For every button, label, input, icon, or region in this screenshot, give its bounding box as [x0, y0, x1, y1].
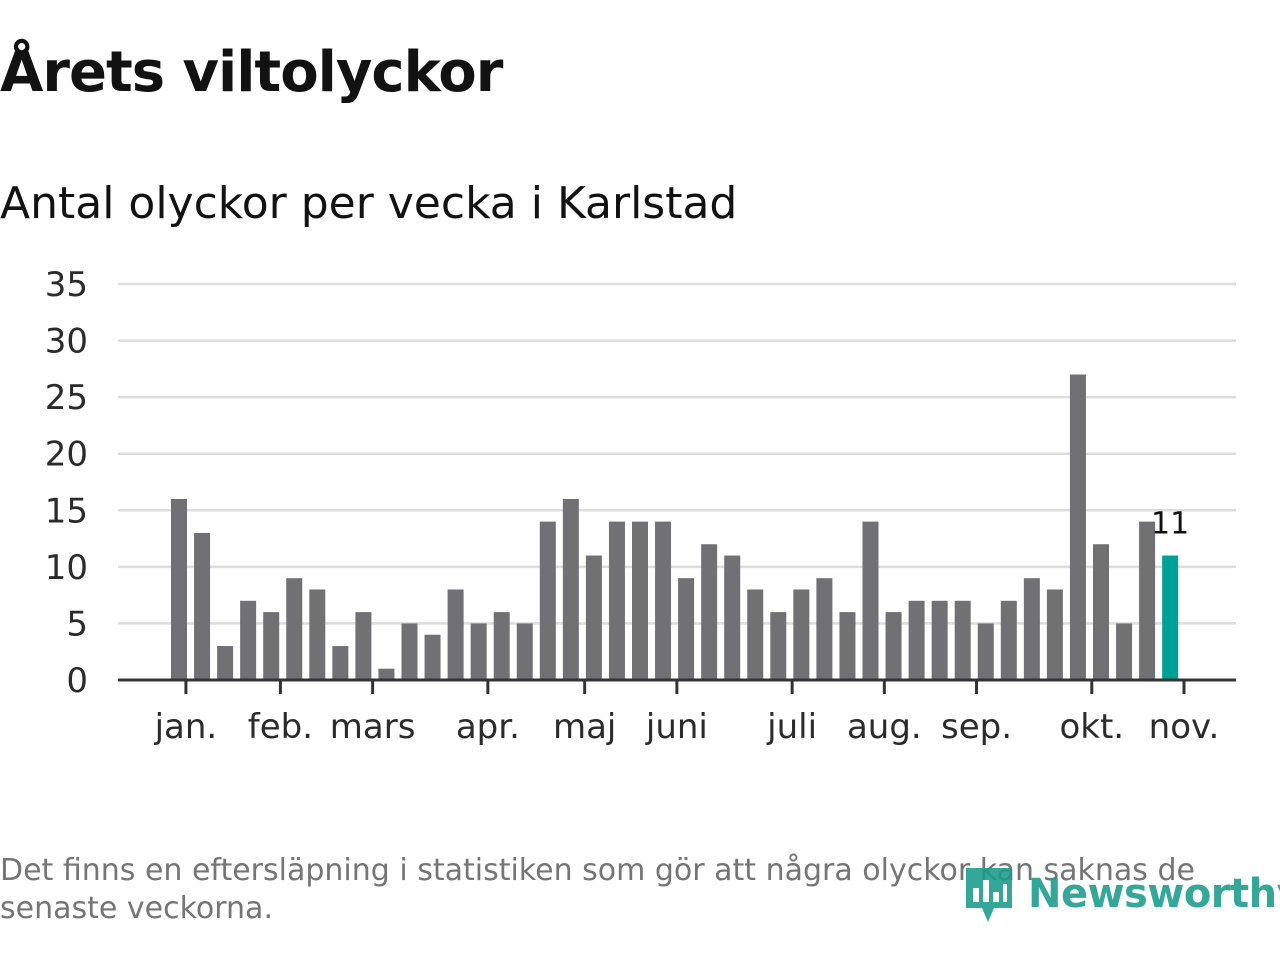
bar	[355, 612, 372, 680]
bar	[217, 646, 234, 680]
bars	[171, 374, 1179, 680]
bar	[562, 498, 579, 680]
bar	[1000, 600, 1017, 680]
bar	[424, 634, 441, 680]
bar	[332, 646, 349, 680]
grid-lines	[118, 282, 1236, 625]
y-tick-label: 5	[66, 604, 88, 644]
x-tick-label: okt.	[1059, 707, 1124, 747]
y-tick-label: 10	[45, 548, 88, 588]
bar	[1023, 578, 1040, 680]
x-tick-label: feb.	[248, 707, 313, 747]
bar	[908, 600, 925, 680]
bar	[885, 612, 902, 680]
bar	[724, 555, 741, 680]
y-tick-label: 25	[45, 378, 88, 418]
bar	[378, 668, 395, 680]
x-axis: jan. feb. mars apr. maj juni juli aug. sep. okt. n…	[118, 678, 1236, 747]
bar	[309, 589, 326, 680]
bar	[816, 578, 833, 680]
x-tick-label: nov.	[1149, 707, 1220, 747]
bar	[655, 521, 672, 680]
bar	[263, 612, 280, 680]
bar	[678, 578, 695, 680]
bar	[1069, 374, 1086, 680]
bar	[701, 544, 718, 680]
bar	[632, 521, 648, 680]
bar	[1116, 623, 1133, 680]
x-tick-label: juni	[645, 707, 708, 747]
bar	[1093, 544, 1109, 680]
highlighted-bar	[1162, 555, 1179, 680]
bar	[194, 532, 211, 680]
bar	[470, 623, 487, 680]
bar	[954, 600, 971, 680]
bar	[770, 612, 787, 680]
x-tick-label: jan.	[154, 707, 218, 747]
bar	[793, 589, 810, 680]
bar	[1046, 589, 1063, 680]
bar	[171, 498, 187, 680]
bar	[862, 521, 879, 680]
y-tick-label: 0	[66, 661, 88, 701]
bar	[286, 578, 303, 680]
bar	[516, 623, 533, 680]
x-tick-label: aug.	[847, 707, 922, 747]
logo-text: Newsworthy	[1028, 871, 1280, 917]
newsworthy-logo-icon	[966, 868, 1012, 922]
y-tick-label: 20	[45, 435, 88, 475]
chart-subtitle: Antal olyckor per vecka i Karlstad	[0, 178, 738, 229]
x-tick-label: sep.	[941, 707, 1012, 747]
bar	[747, 589, 764, 680]
bar	[977, 623, 994, 680]
y-tick-label: 30	[45, 322, 88, 362]
bar	[493, 612, 510, 680]
x-tick-label: juli	[766, 707, 817, 747]
y-tick-label: 15	[45, 491, 88, 531]
x-tick-label: apr.	[456, 707, 520, 747]
y-axis: 0 5 10 15 20 25 30 35	[45, 265, 88, 701]
bar	[608, 521, 625, 680]
bar	[240, 600, 257, 680]
bar	[1139, 521, 1156, 680]
bar	[585, 555, 602, 680]
bar	[839, 612, 856, 680]
bar	[539, 521, 556, 680]
chart-title: Årets viltolyckor	[0, 40, 503, 105]
x-tick-label: mars	[330, 707, 416, 747]
bar-chart: 0 5 10 15 20 25 30 35 jan. feb. mars apr. maj juni ju…	[45, 265, 1236, 747]
x-tick-label: maj	[553, 707, 616, 747]
highlight-value-label: 11	[1151, 507, 1189, 542]
data-labels: 11	[1151, 507, 1189, 542]
y-tick-label: 35	[45, 265, 88, 305]
bar	[401, 623, 418, 680]
newsworthy-logo: Newsworthy	[964, 862, 1280, 926]
bar	[931, 600, 948, 680]
bar	[447, 589, 464, 680]
